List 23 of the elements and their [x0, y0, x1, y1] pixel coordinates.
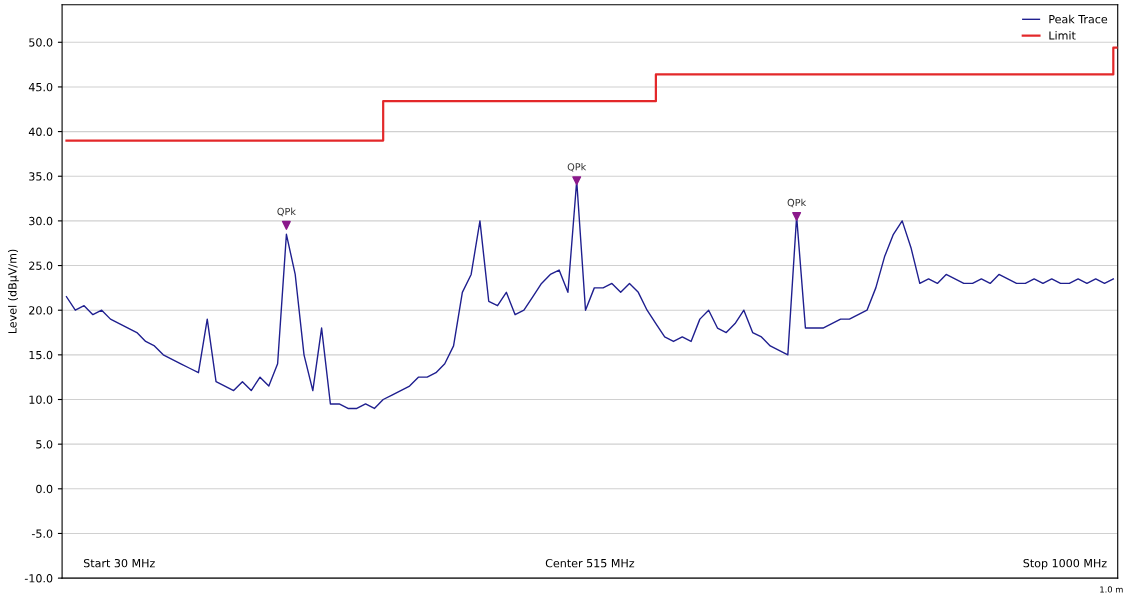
annotation: Center 515 MHz [545, 558, 635, 568]
legend-label: Limit [1049, 31, 1076, 40]
y-tick-label: 50.0 [29, 38, 53, 47]
y-tick-label: -10.0 [24, 574, 53, 583]
data-label: QPk [277, 207, 296, 217]
legend-label: Peak Trace [1049, 14, 1108, 24]
y-tick-label: 40.0 [28, 127, 53, 136]
y-tick-label: 5.0 [36, 440, 53, 449]
y-tick-label: 25.0 [29, 261, 53, 270]
y-tick-label: -5.0 [31, 529, 53, 538]
y-tick-label: 15.0 [29, 350, 53, 360]
data-label: QPk [567, 162, 587, 172]
y-axis-title: Level (dBµV/m) [8, 249, 19, 334]
y-tick-label: 10.0 [29, 395, 53, 404]
annotation: Stop 1000 MHz [1023, 558, 1107, 570]
y-tick-label: 30.0 [29, 216, 53, 226]
y-tick-label: 0.0 [36, 484, 53, 494]
y-tick-label: 45.0 [28, 82, 53, 92]
y-tick-label: 35.0 [29, 172, 53, 181]
data-label: QPk [787, 198, 807, 208]
y-tick-label: 20.0 [29, 306, 53, 315]
annotation: Start 30 MHz [83, 558, 155, 568]
text: 1.0 m [1100, 586, 1123, 593]
